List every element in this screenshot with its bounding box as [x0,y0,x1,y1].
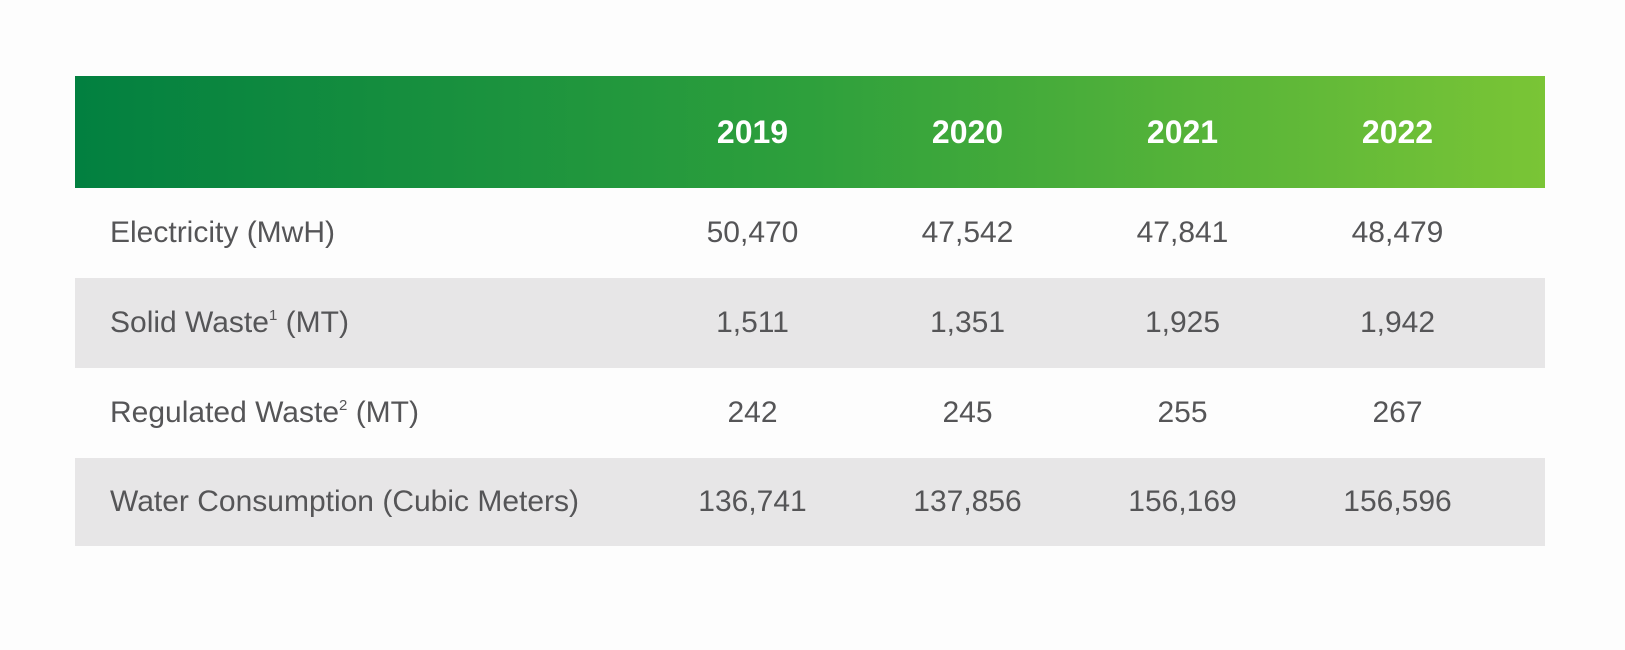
table-cell: 156,169 [1128,485,1237,518]
row-label-electricity: Electricity (MwH) [110,216,335,249]
table-row: Water Consumption (Cubic Meters) 136,741… [75,458,1545,546]
table-cell: 47,542 [921,216,1014,249]
table-header-row: 2019 2020 2021 2022 [75,76,1545,188]
metrics-table: 2019 2020 2021 2022 Electricity (MwH) 50… [75,76,1545,546]
table-cell: 1,942 [1359,306,1436,339]
table-cell: 255 [1157,396,1208,429]
table-cell: 267 [1372,396,1423,429]
table-row: Electricity (MwH) 50,470 47,542 47,841 4… [75,188,1545,278]
table-cell: 137,856 [913,485,1022,518]
table-cell: 48,479 [1351,216,1444,249]
table-cell: 136,741 [698,485,807,518]
table-cell: 1,511 [716,306,789,339]
row-label-water-consumption: Water Consumption (Cubic Meters) [110,485,580,518]
row-label-solid-waste: Solid Waste1 (MT) [110,306,349,339]
header-year-2022: 2022 [1361,113,1434,150]
table-cell: 47,841 [1136,216,1229,249]
row-label-regulated-waste: Regulated Waste2 (MT) [110,396,419,429]
table-cell: 245 [942,396,993,429]
table-cell: 1,351 [929,306,1006,339]
header-year-2021: 2021 [1146,113,1219,150]
table-cell: 156,596 [1343,485,1452,518]
header-year-2019: 2019 [716,113,789,150]
table-row: Solid Waste1 (MT) 1,511 1,351 1,925 1,94… [75,278,1545,368]
header-year-2020: 2020 [931,113,1004,150]
table-cell: 242 [727,396,778,429]
table-cell: 1,925 [1144,306,1221,339]
table-cell: 50,470 [706,216,799,249]
table-row: Regulated Waste2 (MT) 242 245 255 267 [75,368,1545,458]
